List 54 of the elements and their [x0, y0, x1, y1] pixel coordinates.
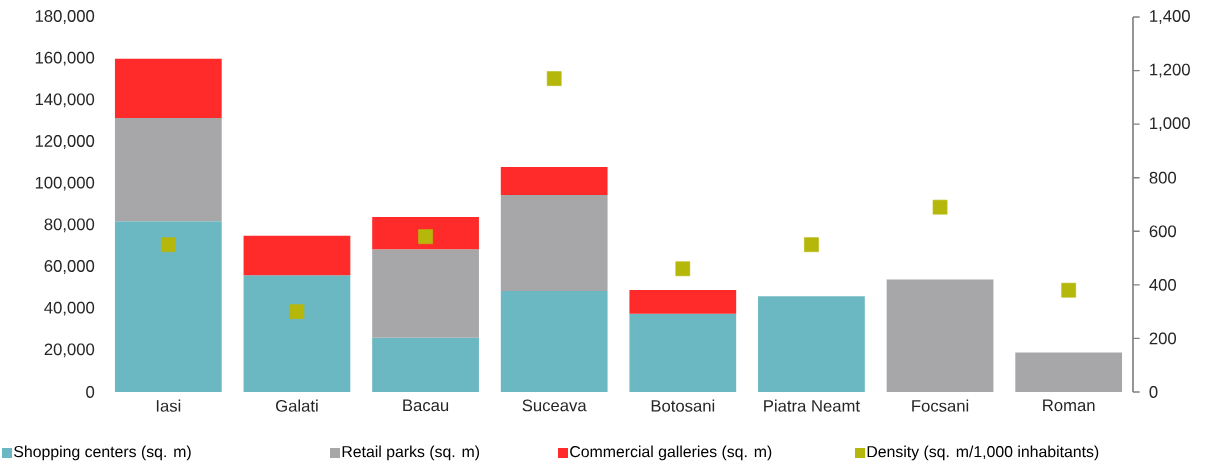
y-tick-label: 100,000	[35, 176, 95, 191]
x-tick-label: Galati	[276, 399, 318, 412]
bar	[1015, 352, 1123, 392]
point	[1061, 282, 1077, 298]
x-tick-label: Roman	[1043, 399, 1095, 412]
y-tick-label: 20,000	[44, 343, 95, 358]
y2-tick-label: 1,400	[1150, 10, 1190, 24]
y-tick-label: 160,000	[35, 51, 95, 66]
x-tick-label: Botosani	[651, 399, 715, 412]
y2-tick-label: 200	[1149, 332, 1177, 345]
point	[804, 237, 819, 253]
point	[160, 237, 176, 253]
y2-tick-label: 0	[1149, 386, 1158, 398]
legend-label: Commercial galleries (sq. m)	[570, 445, 772, 461]
bar	[114, 58, 222, 119]
bar	[629, 313, 737, 392]
x-tick-label: Bacau	[403, 399, 449, 412]
legend-label: Retail parks (sq. m)	[342, 445, 480, 461]
y-tick-label: 0	[86, 386, 95, 398]
y-tick-label: 180,000	[35, 10, 95, 24]
bar	[372, 216, 479, 250]
point	[932, 199, 948, 215]
bar	[114, 221, 222, 392]
y2-tick-label: 400	[1149, 278, 1177, 291]
y-tick-label: 120,000	[35, 135, 95, 149]
y2-tick-label: 1,200	[1150, 63, 1190, 78]
y2-tick-label: 600	[1149, 225, 1177, 238]
bar	[758, 296, 865, 392]
bar	[372, 249, 479, 338]
y2-tick-label: 1,000	[1150, 117, 1190, 132]
point	[546, 71, 562, 86]
bar	[243, 275, 351, 392]
legend-label: Density (sq. m/1,000 inhabitants)	[867, 445, 1099, 461]
x-tick-label: Piatra Neamt	[764, 399, 860, 412]
bar	[500, 290, 608, 392]
point	[675, 261, 691, 277]
point	[289, 304, 305, 319]
bar	[114, 118, 222, 222]
x-tick-label: Focsani	[912, 399, 969, 412]
y-tick-label: 80,000	[44, 218, 95, 233]
x-tick-label: Iasi	[156, 399, 181, 412]
bar	[243, 235, 351, 276]
legend-label: Shopping centers (sq. m)	[14, 445, 191, 461]
bar	[629, 289, 737, 314]
bar	[500, 166, 608, 196]
y-tick-label: 40,000	[44, 301, 95, 316]
bar	[500, 195, 608, 291]
bar	[886, 279, 994, 392]
bar	[372, 337, 479, 392]
y-tick-label: 60,000	[44, 260, 95, 274]
point	[418, 229, 433, 244]
y-tick-label: 140,000	[35, 93, 95, 108]
x-tick-label: Suceava	[522, 399, 587, 412]
y2-tick-label: 800	[1149, 171, 1177, 184]
